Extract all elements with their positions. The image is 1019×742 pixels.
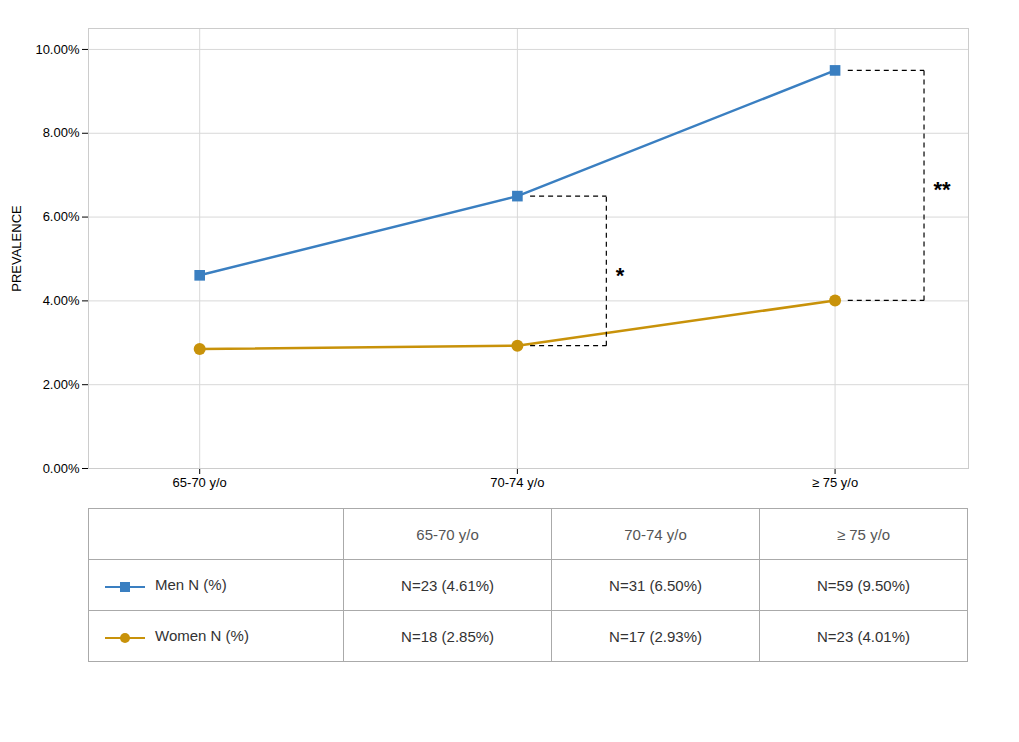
html-text:70-74 y/o: 70-74 y/o (624, 525, 687, 543)
html-text:N=18 (2.85%): N=18 (2.85%) (401, 627, 495, 645)
html-text:N=31 (6.50%): N=31 (6.50%) (609, 576, 702, 594)
svg-text:4.00%: 4.00% (43, 293, 80, 308)
html-text:65-70 y/o: 65-70 y/o (416, 525, 479, 543)
svg-text:≥ 75 y/o: ≥ 75 y/o (812, 475, 858, 490)
svg-text:PREVALENCE: PREVALENCE (9, 205, 24, 292)
svg-text:*: * (616, 263, 625, 288)
html-text:Women N (%): Women N (%) (155, 627, 249, 645)
svg-text:2.00%: 2.00% (43, 377, 80, 392)
html-text:N=59 (9.50%): N=59 (9.50%) (817, 576, 910, 594)
svg-text:8.00%: 8.00% (43, 125, 80, 140)
svg-text:70-74 y/o: 70-74 y/o (490, 475, 544, 490)
svg-text:6.00%: 6.00% (43, 209, 80, 224)
html-text:N=17 (2.93%): N=17 (2.93%) (609, 627, 702, 645)
svg-text:65-70 y/o: 65-70 y/o (173, 475, 227, 490)
svg-text:0.00%: 0.00% (43, 461, 80, 476)
html-text:N=23 (4.61%): N=23 (4.61%) (401, 576, 495, 594)
html-text:N=23 (4.01%): N=23 (4.01%) (817, 627, 910, 645)
svg-text:**: ** (934, 177, 952, 202)
html-text:Men N (%): Men N (%) (155, 576, 227, 594)
svg-text:10.00%: 10.00% (35, 42, 80, 57)
html-text:≥ 75 y/o: ≥ 75 y/o (836, 525, 891, 543)
